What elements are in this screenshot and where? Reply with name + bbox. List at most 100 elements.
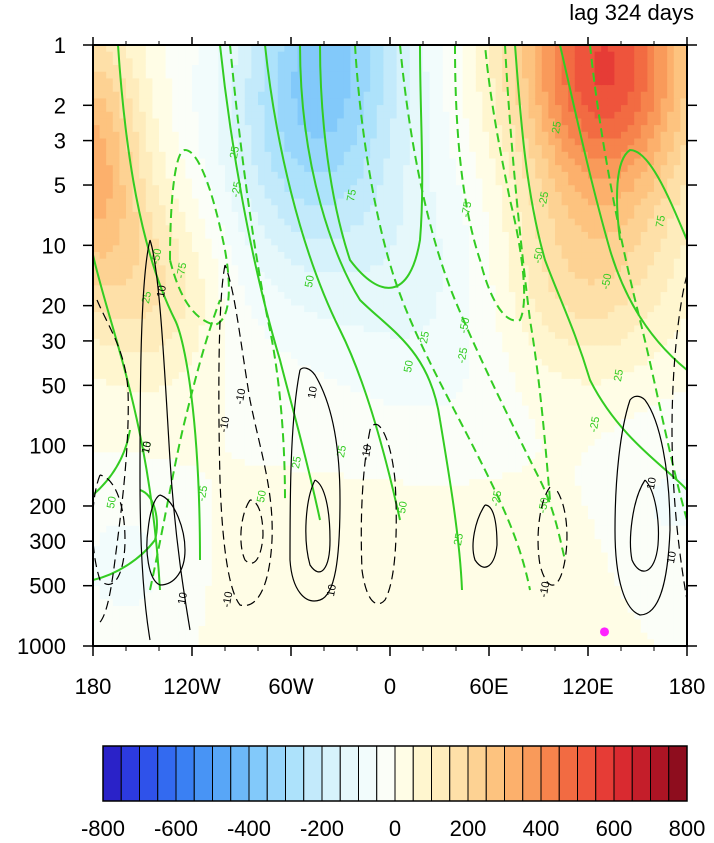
shading-cell [370, 272, 378, 280]
shading-cell [198, 432, 206, 440]
shading-cell [409, 205, 417, 213]
shading-cell [324, 285, 332, 293]
shading-cell [93, 418, 101, 427]
shading-cell [126, 579, 134, 587]
shading-cell [165, 565, 173, 574]
shading-cell [350, 459, 358, 467]
shading-cell [251, 352, 259, 360]
shading-cell [310, 592, 318, 600]
shading-cell [429, 318, 437, 327]
shading-cell [152, 138, 160, 146]
shading-cell [211, 418, 219, 427]
shading-cell [139, 539, 147, 547]
shading-cell [172, 272, 180, 280]
shading-cell [165, 459, 173, 467]
shading-cell [139, 332, 147, 340]
shading-cell [139, 599, 147, 607]
shading-cell [390, 265, 398, 273]
shading-cell [225, 352, 233, 360]
shading-cell [205, 345, 213, 353]
shading-cell [185, 605, 193, 614]
shading-cell [231, 425, 239, 433]
shading-cell [297, 465, 305, 473]
shading-cell [350, 238, 358, 246]
shading-cell [211, 118, 219, 126]
shading-cell [456, 98, 464, 106]
shading-cell [370, 298, 378, 307]
shading-cell [291, 265, 299, 273]
shading-cell [304, 639, 312, 646]
shading-cell [231, 599, 239, 607]
shading-cell [376, 392, 384, 400]
shading-cell [442, 58, 450, 66]
shading-cell [231, 565, 239, 574]
shading-cell [93, 178, 101, 186]
shading-cell [383, 505, 391, 514]
shading-cell [423, 278, 431, 286]
shading-cell [185, 625, 193, 634]
shading-cell [218, 185, 226, 193]
shading-cell [244, 285, 252, 293]
shading-cell [139, 358, 147, 367]
shading-cell [297, 512, 305, 520]
shading-cell [324, 632, 332, 640]
shading-cell [403, 425, 411, 433]
shading-cell [376, 71, 384, 79]
shading-cell [211, 425, 219, 433]
shading-cell [317, 298, 325, 307]
shading-cell [251, 218, 259, 226]
shading-cell [211, 165, 219, 173]
shading-cell [198, 151, 206, 160]
shading-cell [409, 325, 417, 333]
shading-cell [244, 639, 252, 646]
shading-cell [159, 252, 167, 260]
shading-cell [357, 358, 365, 367]
shading-cell [436, 71, 444, 79]
shading-cell [192, 485, 200, 494]
shading-cell [205, 445, 213, 453]
shading-cell [132, 105, 140, 113]
shading-cell [284, 265, 292, 273]
shading-cell [264, 612, 272, 620]
shading-cell [310, 619, 318, 627]
shading-cell [343, 125, 351, 133]
shading-cell [99, 111, 107, 120]
shading-cell [324, 432, 332, 440]
shading-cell [258, 639, 266, 646]
shading-cell [304, 318, 312, 327]
shading-cell [264, 245, 272, 253]
shading-cell [416, 218, 424, 226]
shading-cell [185, 545, 193, 554]
shading-cell [324, 211, 332, 220]
shading-cell [383, 285, 391, 293]
shading-cell [139, 405, 147, 413]
shading-cell [343, 512, 351, 520]
shading-cell [211, 405, 219, 413]
shading-cell [304, 65, 312, 73]
shading-cell [396, 499, 404, 507]
shading-cell [330, 138, 338, 146]
shading-cell [324, 545, 332, 554]
shading-cell [442, 398, 450, 407]
shading-cell [139, 378, 147, 387]
shading-cell [284, 98, 292, 106]
shading-cell [93, 252, 101, 260]
shading-cell [390, 325, 398, 333]
shading-cell [291, 65, 299, 73]
shading-cell [271, 372, 279, 380]
shading-cell [185, 532, 193, 540]
shading-cell [310, 545, 318, 554]
shading-cell [271, 452, 279, 460]
shading-cell [264, 185, 272, 193]
shading-cell [297, 218, 305, 226]
shading-cell [152, 125, 160, 133]
shading-cell [231, 71, 239, 79]
shading-cell [225, 131, 233, 140]
shading-cell [238, 492, 246, 500]
shading-cell [343, 118, 351, 126]
shading-cell [159, 412, 167, 420]
shading-cell [172, 572, 180, 580]
shading-cell [403, 445, 411, 453]
shading-cell [251, 479, 259, 487]
shading-cell [211, 365, 219, 373]
